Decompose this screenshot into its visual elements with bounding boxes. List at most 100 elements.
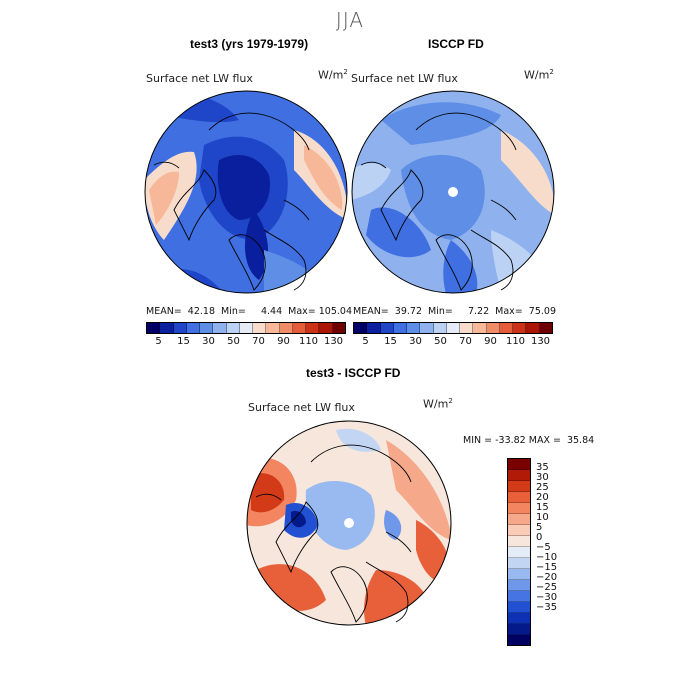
colorbar-swatch	[253, 323, 267, 333]
colorbar-swatch	[380, 323, 394, 333]
colorbar-tick-label: −20	[536, 572, 558, 583]
colorbar-tick-label: −30	[536, 592, 558, 603]
colorbar-tick-label: 25	[536, 482, 549, 493]
colorbar-swatch	[420, 323, 434, 333]
obs-coastlines	[360, 112, 517, 291]
colorbar-swatch	[213, 323, 227, 333]
obs-colorbar-swatches	[353, 322, 553, 334]
model-stats: MEAN= 42.18 Min= 4.44 Max= 105.04	[146, 306, 353, 317]
colorbar-swatch	[332, 323, 345, 333]
obs-pole-gap	[448, 187, 458, 197]
colorbar-tick-label: −15	[536, 562, 558, 573]
colorbar-tick-label: −10	[536, 552, 558, 563]
model-colorbar-ticks: 5 15 30 50 70 90 110 130	[146, 334, 346, 348]
obs-colorbar-ticks: 5 15 30 50 70 90 110 130	[353, 334, 553, 348]
colorbar-swatch	[508, 503, 530, 514]
obs-panel-title: ISCCP FD	[428, 37, 484, 51]
diff-coastlines	[255, 444, 412, 623]
colorbar-tick-label: 15	[536, 502, 549, 513]
colorbar-swatch	[508, 558, 530, 569]
diff-filled-contours	[247, 421, 451, 625]
colorbar-swatch	[508, 481, 530, 492]
colorbar-swatch	[539, 323, 552, 333]
colorbar-swatch	[306, 323, 320, 333]
colorbar-swatch	[508, 602, 530, 613]
colorbar-swatch	[508, 624, 530, 635]
colorbar-swatch	[367, 323, 381, 333]
model-panel-title: test3 (yrs 1979-1979)	[190, 37, 309, 51]
colorbar-tick-label: 5	[536, 522, 543, 533]
colorbar-swatch	[266, 323, 280, 333]
colorbar-swatch	[407, 323, 421, 333]
diff-variable-label: Surface net LW flux	[248, 401, 355, 414]
model-unit-label: W/m2	[318, 68, 348, 82]
diff-colorbar-ticks: 35 30 25 20 15 10 5 0 −5 −10 −15 −20 −25 −30 −35	[536, 458, 576, 624]
colorbar-swatch	[513, 323, 527, 333]
colorbar-swatch	[460, 323, 474, 333]
colorbar-swatch	[508, 492, 530, 503]
colorbar-tick-label: −25	[536, 582, 558, 593]
colorbar-swatch	[239, 323, 254, 333]
obs-unit-label: W/m2	[524, 68, 554, 82]
colorbar-tick-label: 50	[434, 336, 447, 347]
colorbar-swatch	[499, 323, 514, 333]
colorbar-tick-label: 0	[536, 532, 543, 543]
colorbar-swatch	[173, 323, 187, 333]
diff-unit-label: W/m2	[423, 397, 453, 411]
colorbar-swatch	[508, 635, 530, 645]
colorbar-swatch	[508, 569, 530, 580]
colorbar-tick-label: 30	[536, 472, 549, 483]
colorbar-tick-label: 15	[384, 336, 397, 347]
colorbar-tick-label: 70	[459, 336, 472, 347]
colorbar-swatch	[354, 323, 368, 333]
colorbar-tick-label: 10	[536, 512, 549, 523]
model-filled-contours	[145, 91, 347, 293]
diff-stats: MIN = -33.82 MAX = 35.84	[463, 435, 595, 446]
colorbar-swatch	[226, 323, 240, 333]
obs-polar-map	[351, 90, 555, 294]
colorbar-swatch	[160, 323, 174, 333]
colorbar-swatch	[446, 323, 461, 333]
colorbar-swatch	[319, 323, 333, 333]
colorbar-swatch	[508, 613, 530, 624]
colorbar-tick-label: 35	[536, 462, 549, 473]
colorbar-swatch	[147, 323, 161, 333]
colorbar-tick-label: −5	[536, 542, 551, 553]
colorbar-tick-label: 110	[505, 336, 526, 347]
colorbar-tick-label: 110	[298, 336, 319, 347]
model-coastlines	[153, 112, 310, 291]
colorbar-tick-label: 30	[202, 336, 215, 347]
colorbar-swatch	[292, 323, 307, 333]
colorbar-tick-label: 50	[227, 336, 240, 347]
colorbar-tick-label: 130	[530, 336, 551, 347]
colorbar-swatch	[508, 580, 530, 591]
colorbar-swatch	[508, 591, 530, 602]
model-colorbar: 5 15 30 50 70 90 110 130	[146, 322, 346, 348]
colorbar-swatch	[200, 323, 214, 333]
colorbar-swatch	[526, 323, 540, 333]
season-title: JJA	[335, 8, 365, 32]
diff-colorbar	[507, 458, 531, 646]
colorbar-swatch	[473, 323, 487, 333]
diff-colorbar-swatches	[507, 458, 531, 646]
colorbar-tick-label: 90	[277, 336, 290, 347]
obs-variable-label: Surface net LW flux	[351, 72, 458, 85]
colorbar-swatch	[486, 323, 500, 333]
colorbar-swatch	[508, 525, 530, 536]
obs-colorbar: 5 15 30 50 70 90 110 130	[353, 322, 553, 348]
model-variable-label: Surface net LW flux	[146, 72, 253, 85]
model-polar-map	[144, 90, 348, 294]
colorbar-swatch	[508, 459, 530, 470]
colorbar-tick-label: 90	[484, 336, 497, 347]
diff-pole-gap	[344, 518, 354, 528]
colorbar-swatch	[279, 323, 293, 333]
colorbar-tick-label: −35	[536, 602, 558, 613]
colorbar-swatch	[393, 323, 408, 333]
colorbar-swatch	[508, 547, 530, 558]
colorbar-swatch	[508, 536, 530, 547]
colorbar-tick-label: 5	[362, 336, 369, 347]
colorbar-tick-label: 70	[252, 336, 265, 347]
colorbar-tick-label: 130	[323, 336, 344, 347]
diff-polar-map	[246, 420, 452, 626]
colorbar-swatch	[433, 323, 447, 333]
